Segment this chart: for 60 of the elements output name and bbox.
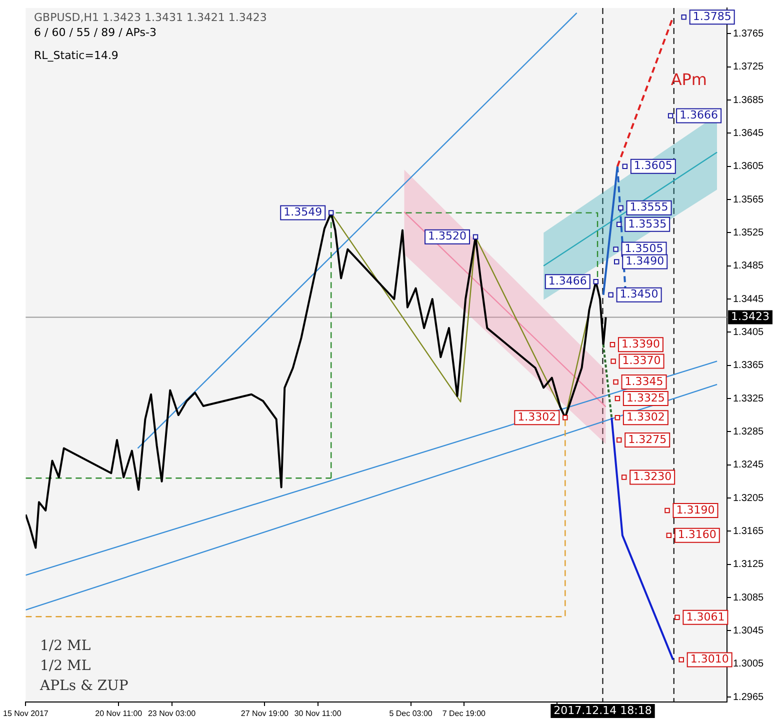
y-tick-label: 1.3405: [733, 326, 764, 338]
y-tick-label: 1.3245: [733, 460, 764, 471]
ref-line-label: 1.3423: [731, 310, 770, 324]
y-tick-label: 1.3565: [733, 194, 764, 206]
data-label: 1.3190: [676, 503, 715, 516]
data-label: 1.3450: [620, 288, 658, 301]
data-label: 1.3390: [621, 337, 660, 350]
y-tick-label: 1.3085: [733, 592, 764, 604]
data-label: 1.3061: [686, 610, 725, 624]
y-tick-label: 1.3045: [733, 625, 764, 636]
y-tick-label: 1.3125: [733, 559, 764, 570]
data-label: 1.3370: [622, 354, 661, 368]
data-label: 1.3520: [428, 230, 467, 243]
y-tick-label: 1.2965: [733, 692, 764, 703]
y-tick-label: 1.3365: [733, 360, 764, 372]
y-tick-label: 1.3445: [733, 294, 764, 305]
y-tick-label: 1.3205: [733, 492, 764, 504]
text: 6 / 60 / 55 / 89 / APs-3: [34, 25, 158, 40]
data-label: 1.3605: [634, 159, 672, 172]
y-tick-label: 1.3525: [733, 227, 764, 238]
y-tick-label: 1.3485: [733, 260, 764, 272]
y-tick-label: 1.3765: [733, 28, 764, 40]
x-tick-label: 27 Nov 19:00: [240, 709, 290, 718]
data-label: 1.3666: [680, 108, 718, 122]
data-label: 1.3490: [626, 254, 664, 268]
y-tick-label: 1.3605: [733, 161, 764, 172]
x-tick-label: 15 Nov 2017: [2, 709, 49, 718]
data-label: 1.3275: [628, 432, 667, 446]
y-tick-label: 1.3005: [733, 658, 764, 670]
annotation: 1/2 ML: [40, 658, 92, 674]
data-label: 1.3160: [678, 528, 716, 542]
annotation: APm: [670, 70, 707, 89]
data-label: 1.3785: [692, 10, 732, 23]
annotation: APLs & ZUP: [40, 678, 128, 694]
y-tick-label: 1.3285: [733, 426, 764, 438]
annotation: 1/2 ML: [40, 638, 92, 654]
y-tick-label: 1.3725: [733, 62, 764, 73]
x-tick-label: 7 Dec 19:00: [442, 709, 486, 718]
y-tick-label: 1.3325: [733, 393, 764, 404]
data-label: 1.3230: [633, 470, 672, 484]
data-label: 1.3555: [630, 200, 668, 214]
data-label: 1.3535: [628, 217, 667, 230]
x-tick-label: 20 Nov 11:00: [95, 709, 143, 718]
annotation: RL_Static=14.9: [34, 48, 120, 63]
x-tick-label: 5 Dec 03:00: [389, 709, 433, 718]
data-label: 1.3345: [624, 374, 664, 388]
data-label: 1.3010: [690, 652, 729, 666]
y-tick-label: 1.3685: [733, 94, 764, 106]
data-label: 1.3505: [624, 242, 664, 256]
ref-line-label: 2017.12.14 18:18: [554, 704, 652, 717]
x-tick-label: 30 Nov 11:00: [294, 709, 342, 718]
data-label: 1.3302: [518, 410, 556, 424]
data-label: 1.3302: [626, 410, 665, 424]
data-label: 1.3325: [626, 391, 665, 404]
chart-title: GBPUSD,H1 1.3423 1.3431 1.3421 1.3423: [34, 10, 267, 25]
y-tick-label: 1.3165: [733, 526, 764, 537]
data-label: 1.3549: [284, 206, 322, 219]
y-tick-label: 1.3645: [733, 128, 764, 139]
data-label: 1.3466: [548, 274, 587, 288]
x-tick-label: 23 Nov 03:00: [148, 709, 196, 718]
